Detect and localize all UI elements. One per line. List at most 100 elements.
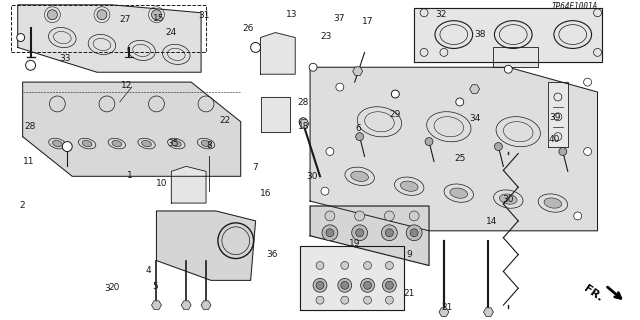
Circle shape xyxy=(385,296,394,304)
Circle shape xyxy=(322,225,338,241)
Circle shape xyxy=(62,141,72,151)
Text: 20: 20 xyxy=(108,283,120,292)
Text: 38: 38 xyxy=(474,30,486,39)
Circle shape xyxy=(584,78,591,86)
Text: 1: 1 xyxy=(127,171,132,180)
Text: 6: 6 xyxy=(355,124,361,132)
Text: 5: 5 xyxy=(152,282,158,291)
Text: 29: 29 xyxy=(389,110,401,119)
Circle shape xyxy=(385,211,394,221)
Polygon shape xyxy=(22,82,241,176)
Circle shape xyxy=(341,281,349,289)
Polygon shape xyxy=(299,119,309,128)
Circle shape xyxy=(364,281,372,289)
Circle shape xyxy=(456,98,464,106)
Text: 21: 21 xyxy=(403,289,415,298)
Circle shape xyxy=(341,296,349,304)
Circle shape xyxy=(352,225,367,241)
Text: TP64E1001A: TP64E1001A xyxy=(551,2,598,11)
Text: 25: 25 xyxy=(454,154,465,163)
Circle shape xyxy=(336,83,344,91)
Text: 30: 30 xyxy=(307,172,318,181)
Text: 36: 36 xyxy=(267,251,278,260)
Circle shape xyxy=(425,138,433,146)
Polygon shape xyxy=(152,301,161,309)
Circle shape xyxy=(299,118,307,126)
Text: 13: 13 xyxy=(285,10,297,20)
Circle shape xyxy=(316,261,324,269)
Ellipse shape xyxy=(112,140,122,147)
Ellipse shape xyxy=(52,140,62,147)
Text: 24: 24 xyxy=(165,28,177,37)
Text: 17: 17 xyxy=(362,17,373,26)
Circle shape xyxy=(383,278,396,292)
Text: 2: 2 xyxy=(19,201,25,210)
Text: 22: 22 xyxy=(220,116,230,125)
Polygon shape xyxy=(260,33,295,74)
Text: 32: 32 xyxy=(435,10,446,20)
Polygon shape xyxy=(548,82,568,147)
Text: 28: 28 xyxy=(24,122,36,131)
Circle shape xyxy=(385,229,394,237)
Text: 30: 30 xyxy=(502,195,514,204)
Circle shape xyxy=(406,225,422,241)
Text: 4: 4 xyxy=(146,266,152,275)
Polygon shape xyxy=(470,85,479,93)
Ellipse shape xyxy=(499,194,517,204)
Circle shape xyxy=(338,278,352,292)
Circle shape xyxy=(385,261,394,269)
Text: 10: 10 xyxy=(156,179,167,188)
Polygon shape xyxy=(439,308,449,316)
Circle shape xyxy=(309,63,317,71)
Text: 33: 33 xyxy=(60,54,71,63)
Polygon shape xyxy=(18,5,201,72)
Ellipse shape xyxy=(172,140,181,147)
Polygon shape xyxy=(493,47,538,67)
Ellipse shape xyxy=(141,140,152,147)
Circle shape xyxy=(321,187,329,195)
Ellipse shape xyxy=(450,188,468,198)
Circle shape xyxy=(17,34,25,42)
Circle shape xyxy=(495,143,502,150)
Polygon shape xyxy=(310,206,429,266)
Circle shape xyxy=(584,148,591,156)
Polygon shape xyxy=(201,301,211,309)
Circle shape xyxy=(410,229,418,237)
Text: 14: 14 xyxy=(486,217,497,226)
Text: 12: 12 xyxy=(121,81,132,90)
Circle shape xyxy=(559,148,567,156)
Circle shape xyxy=(356,229,364,237)
Text: 8: 8 xyxy=(206,141,212,150)
Circle shape xyxy=(364,296,372,304)
Text: 19: 19 xyxy=(349,239,360,248)
Text: 15: 15 xyxy=(152,13,164,23)
Ellipse shape xyxy=(351,171,369,181)
Polygon shape xyxy=(484,308,493,316)
Ellipse shape xyxy=(544,198,562,208)
Text: 28: 28 xyxy=(297,98,308,107)
Circle shape xyxy=(152,10,161,20)
Circle shape xyxy=(504,65,512,73)
Circle shape xyxy=(26,60,36,70)
Text: 37: 37 xyxy=(333,14,345,23)
Polygon shape xyxy=(156,211,255,280)
Circle shape xyxy=(392,90,399,98)
Text: 16: 16 xyxy=(260,188,272,198)
Polygon shape xyxy=(300,246,404,310)
Circle shape xyxy=(326,229,334,237)
Circle shape xyxy=(356,133,364,140)
Circle shape xyxy=(364,261,372,269)
Text: 23: 23 xyxy=(321,32,332,41)
Text: 34: 34 xyxy=(470,114,481,123)
Circle shape xyxy=(409,211,419,221)
Text: 11: 11 xyxy=(22,157,34,166)
Circle shape xyxy=(355,211,365,221)
Circle shape xyxy=(385,281,394,289)
Circle shape xyxy=(316,281,324,289)
Polygon shape xyxy=(172,166,206,203)
Polygon shape xyxy=(353,67,363,76)
Circle shape xyxy=(47,10,58,20)
Circle shape xyxy=(326,148,334,156)
Circle shape xyxy=(313,278,327,292)
Circle shape xyxy=(341,261,349,269)
